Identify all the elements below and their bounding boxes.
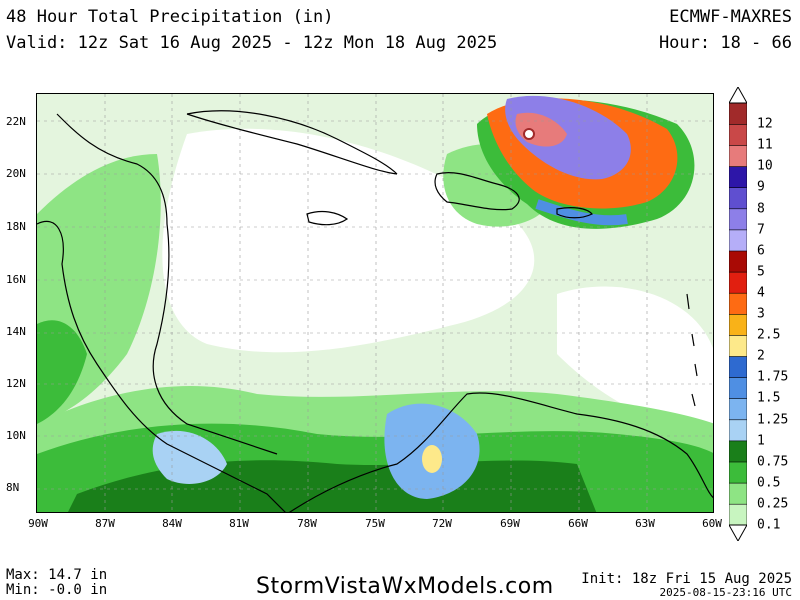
colorbar-level-label: 5 <box>757 264 765 280</box>
precipitation-field <box>37 94 713 512</box>
lon-label-84w: 84W <box>162 517 182 530</box>
colorbar-level-label: 11 <box>757 137 773 153</box>
colorbar <box>729 87 747 541</box>
colorbar-cell <box>729 482 747 505</box>
colorbar-cell <box>729 503 747 526</box>
colorbar-cell <box>729 102 747 125</box>
colorbar-cell <box>729 250 747 273</box>
colorbar-level-label: 10 <box>757 158 773 174</box>
lat-label-16n: 16N <box>6 273 26 286</box>
precipitation-map <box>36 93 714 513</box>
colorbar-cell <box>729 166 747 189</box>
lon-label-72w: 72W <box>432 517 452 530</box>
timestamp: 2025-08-15-23:16 UTC <box>659 586 792 599</box>
colorbar-level-label: 0.1 <box>757 517 781 533</box>
colorbar-cell <box>729 208 747 231</box>
lon-label-60w: 60W <box>702 517 722 530</box>
colorbar-cell <box>729 187 747 210</box>
colorbar-level-label: 1 <box>757 433 765 449</box>
colorbar-level-label: 2.5 <box>757 327 781 343</box>
lat-label-22n: 22N <box>6 115 26 128</box>
colorbar-cell <box>729 355 747 378</box>
brand-logo-text: StormVistaWxModels.com <box>256 574 554 599</box>
lat-label-18n: 18N <box>6 220 26 233</box>
init-time: Init: 18z Fri 15 Aug 2025 <box>581 571 792 587</box>
colorbar-level-label: 0.25 <box>757 496 789 512</box>
min-value: Min: -0.0 in <box>6 582 108 598</box>
colorbar-level-label: 6 <box>757 243 765 259</box>
lon-label-69w: 69W <box>500 517 520 530</box>
lon-label-63w: 63W <box>635 517 655 530</box>
lat-label-10n: 10N <box>6 429 26 442</box>
colorbar-level-label: 0.5 <box>757 475 781 491</box>
colorbar-cell <box>729 334 747 357</box>
lon-label-90w: 90W <box>28 517 48 530</box>
max-value: Max: 14.7 in <box>6 567 108 583</box>
lon-label-81w: 81W <box>229 517 249 530</box>
colorbar-cell <box>729 144 747 167</box>
lat-label-14n: 14N <box>6 325 26 338</box>
colorbar-level-label: 1.5 <box>757 390 781 406</box>
lat-label-8n: 8N <box>6 481 20 494</box>
colorbar-level-label: 12 <box>757 116 773 132</box>
colorbar-cell <box>729 461 747 484</box>
colorbar-level-label: 4 <box>757 285 765 301</box>
colorbar-top-arrow <box>729 87 747 104</box>
colorbar-bottom-arrow <box>729 524 747 541</box>
colorbar-cell <box>729 419 747 442</box>
lon-label-66w: 66W <box>568 517 588 530</box>
map-title: 48 Hour Total Precipitation (in) <box>6 7 334 27</box>
colorbar-cell <box>729 376 747 399</box>
lon-label-75w: 75W <box>365 517 385 530</box>
colorbar-level-label: 2 <box>757 348 765 364</box>
colorbar-cell <box>729 313 747 336</box>
colorbar-cell <box>729 398 747 421</box>
forecast-hours: Hour: 18 - 66 <box>658 33 792 53</box>
colorbar-level-label: 3 <box>757 306 765 322</box>
colorbar-cell <box>729 271 747 294</box>
lon-label-78w: 78W <box>297 517 317 530</box>
colorbar-level-label: 7 <box>757 222 765 238</box>
colorbar-level-label: 1.25 <box>757 412 789 427</box>
valid-time: Valid: 12z Sat 16 Aug 2025 - 12z Mon 18 … <box>6 33 498 53</box>
colorbar-cell <box>729 229 747 252</box>
lat-label-12n: 12N <box>6 377 26 390</box>
colorbar-cell <box>729 292 747 315</box>
model-name: ECMWF-MAXRES <box>669 7 792 27</box>
colorbar-cell <box>729 123 747 146</box>
colorbar-level-label: 0.75 <box>757 454 789 470</box>
colorbar-cell <box>729 440 747 463</box>
colorbar-level-label: 1.75 <box>757 369 789 385</box>
lat-label-20n: 20N <box>6 167 26 180</box>
colorbar-level-label: 9 <box>757 179 765 195</box>
lon-label-87w: 87W <box>95 517 115 530</box>
colorbar-level-label: 8 <box>757 201 765 216</box>
